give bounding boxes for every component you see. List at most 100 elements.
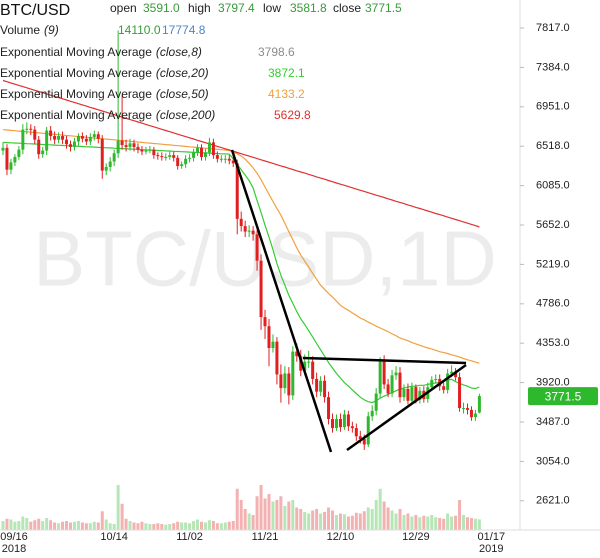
header-label: high — [188, 1, 211, 15]
candle-body — [406, 388, 410, 401]
volume-bar — [275, 500, 279, 530]
legend: BTC/USD open 3591.0 high 3797.4 low 3581.8 clo… — [0, 1, 402, 122]
volume-bar — [116, 485, 120, 530]
candle-body — [382, 361, 386, 385]
candle-body — [45, 130, 49, 151]
trendlines — [230, 149, 467, 453]
candle-body — [41, 150, 45, 155]
candle-body — [33, 129, 37, 140]
volume-bar — [21, 516, 25, 530]
volume-bar — [402, 515, 406, 530]
candle-body — [5, 147, 9, 170]
volume-bar — [434, 517, 438, 530]
candle-body — [88, 136, 92, 142]
candle-body — [172, 155, 176, 158]
candle-body — [65, 139, 69, 145]
y-tick-label: 3054.0 — [536, 455, 570, 467]
volume-bar — [219, 523, 223, 530]
volume-bar — [223, 522, 227, 530]
volume-bar — [231, 521, 235, 530]
header-label: low — [263, 1, 281, 15]
volume-bar — [366, 507, 370, 530]
trendline — [230, 149, 333, 453]
candle-body — [358, 436, 362, 440]
volume-bar — [319, 513, 323, 530]
candle-body — [354, 428, 358, 437]
candle-body — [61, 136, 65, 140]
volume-bar — [160, 524, 164, 530]
volume-bar — [354, 512, 358, 530]
y-tick-label: 2621.0 — [536, 495, 570, 507]
candle-body — [192, 152, 196, 158]
candle-body — [394, 372, 398, 376]
volume-bar — [53, 522, 57, 530]
candle-body — [53, 136, 57, 140]
y-tick-label: 7817.0 — [536, 22, 570, 34]
candle-body — [283, 373, 287, 389]
candle-body — [291, 351, 295, 396]
header-value: 3771.5 — [365, 1, 402, 15]
candle-body — [128, 143, 132, 147]
candle-body — [100, 138, 104, 171]
candle-body — [80, 136, 84, 139]
candle-body — [227, 158, 231, 161]
candle-body — [96, 134, 100, 139]
volume-bar — [291, 500, 295, 530]
candle-body — [418, 390, 422, 400]
candle-body — [132, 143, 136, 147]
candle-body — [219, 158, 223, 160]
volume-bar — [287, 501, 291, 530]
volume-bar — [200, 521, 203, 530]
candle-body — [462, 408, 466, 410]
legend-name: Volume — [0, 23, 40, 37]
candle-body — [243, 226, 247, 232]
chart-title: BTC/USD — [0, 2, 70, 19]
candle-body — [116, 140, 120, 154]
volume-bar — [92, 521, 96, 530]
volume-bar — [164, 524, 168, 530]
candle-body — [303, 361, 307, 371]
volume-bar — [104, 519, 108, 530]
candle-body — [454, 371, 458, 378]
volume-bar — [331, 510, 335, 530]
candle-body — [259, 260, 263, 318]
volume-bar — [338, 513, 342, 530]
header-value: 3797.4 — [218, 1, 255, 15]
candle-body — [331, 418, 335, 429]
y-tick-label: 4353.0 — [536, 337, 570, 349]
ema-line — [2, 79, 480, 228]
volume-bar — [442, 518, 446, 530]
volume-bar — [57, 523, 61, 530]
candle-body — [251, 230, 255, 235]
y-tick-label: 3487.0 — [536, 416, 570, 428]
candle-layer — [1, 30, 481, 450]
volume-bar — [271, 501, 275, 530]
volume-bar — [323, 512, 327, 530]
candle-body — [104, 166, 108, 171]
candle-body — [267, 326, 271, 349]
legend-value: 4133.2 — [268, 87, 305, 101]
volume-bar — [65, 521, 69, 530]
volume-bar — [45, 518, 49, 530]
volume-bar — [136, 523, 140, 530]
candle-body — [271, 341, 275, 349]
volume-bar — [243, 509, 247, 530]
candle-body — [57, 136, 61, 140]
candle-body — [184, 158, 188, 165]
candle-body — [72, 141, 76, 147]
volume-bar — [378, 488, 382, 530]
volume-bar — [152, 524, 156, 530]
volume-bar — [450, 516, 454, 530]
candle-body — [442, 386, 446, 390]
candle-body — [398, 372, 402, 398]
candle-body — [152, 149, 156, 156]
candle-body — [469, 409, 473, 418]
candle-body — [327, 397, 331, 419]
legend-value: 17774.8 — [162, 23, 206, 37]
candle-body — [200, 147, 203, 157]
volume-bar — [88, 523, 92, 530]
volume-bar — [215, 523, 219, 530]
candle-body — [203, 152, 207, 157]
volume-bar — [247, 513, 251, 530]
